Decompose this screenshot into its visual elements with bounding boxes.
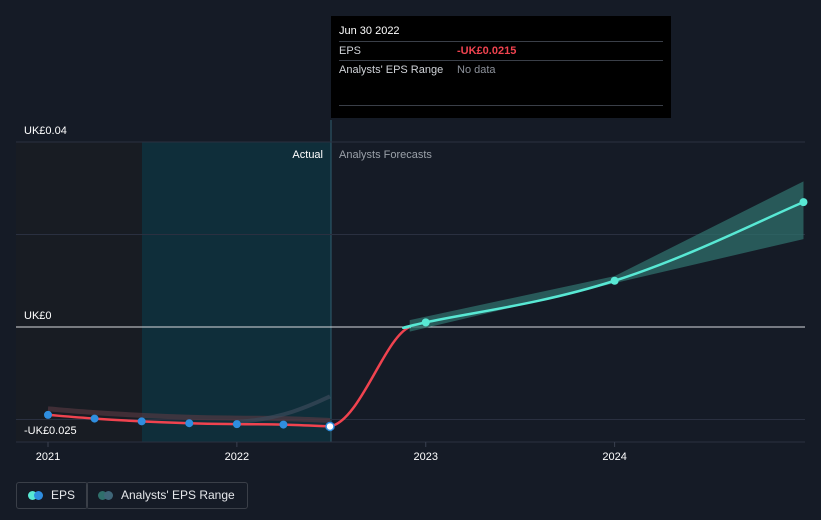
x-tick-label-3: 2024: [602, 451, 626, 463]
forecast-point-1: [421, 318, 430, 327]
x-tick-label-1: 2022: [225, 451, 249, 463]
eps-past-range: [47, 406, 331, 423]
highlighted-point: [325, 421, 335, 432]
tooltip-eps-row: EPS -UK£0.0215: [339, 42, 663, 61]
legend-range-button[interactable]: Analysts' EPS Range: [86, 482, 248, 509]
forecast-point-3: [799, 198, 808, 207]
forecast-point-2: [610, 276, 619, 285]
y-tick-label-1: UK£0: [24, 310, 52, 322]
tooltip-date: Jun 30 2022: [339, 16, 663, 42]
y-tick-label-2: -UK£0.025: [24, 425, 77, 437]
range-legend-icon: [98, 491, 114, 500]
tooltip-range-row: Analysts' EPS Range No data: [339, 61, 663, 106]
tooltip-eps-value: -UK£0.0215: [457, 45, 517, 57]
x-tick-label-2: 2023: [413, 451, 437, 463]
eps-range-band: [409, 181, 804, 332]
actual-point-0: [44, 410, 52, 419]
tooltip-range-label: Analysts' EPS Range: [339, 64, 444, 76]
eps-forecast-negative-line: [329, 325, 411, 428]
tooltip-eps-label: EPS: [339, 45, 362, 57]
actual-point-1: [90, 414, 99, 423]
actual-point-5: [279, 420, 288, 429]
tooltip: Jun 30 2022 EPS -UK£0.0215 Analysts' EPS…: [331, 16, 671, 118]
legend-range-label: Analysts' EPS Range: [121, 488, 235, 502]
eps-past-forecast-range: [236, 394, 331, 424]
actual-region-label: Actual: [292, 149, 323, 161]
legend-eps-label: EPS: [51, 488, 76, 502]
x-tick-label-0: 2021: [36, 451, 60, 463]
actual-highlight: [142, 142, 331, 442]
forecast-region-label: Analysts Forecasts: [339, 149, 432, 161]
eps-legend-icon: [28, 491, 44, 500]
actual-point-2: [137, 417, 146, 426]
legend-eps-button[interactable]: EPS: [16, 482, 89, 509]
eps-forecast-line: [401, 200, 804, 330]
actual-point-4: [232, 420, 241, 429]
actual-point-3: [185, 419, 194, 428]
past-shade: [16, 142, 142, 442]
y-tick-label-0: UK£0.04: [24, 125, 67, 137]
tooltip-range-value: No data: [457, 64, 496, 76]
